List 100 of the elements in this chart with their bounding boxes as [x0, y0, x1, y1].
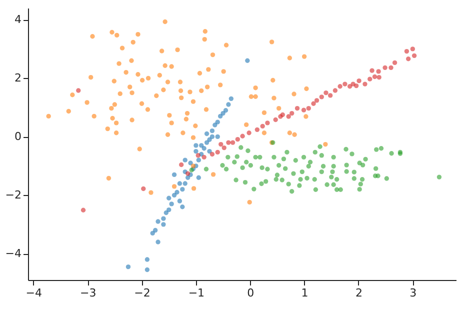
point: [210, 128, 215, 134]
point: [212, 122, 218, 128]
point: [172, 192, 177, 198]
point: [215, 150, 220, 155]
point: [290, 110, 294, 116]
point: [166, 196, 172, 200]
point: [218, 142, 224, 147]
point: [174, 190, 180, 195]
y-tick-label: −2: [5, 188, 22, 202]
point: [180, 204, 185, 210]
point: [260, 124, 265, 128]
point: [350, 82, 356, 86]
point: [376, 74, 382, 80]
point: [347, 84, 352, 89]
point: [382, 65, 388, 70]
point: [161, 222, 166, 227]
point: [194, 148, 198, 154]
point: [144, 257, 150, 262]
point: [301, 108, 306, 112]
y-tick-label: 0: [14, 130, 22, 144]
point: [76, 88, 81, 93]
point: [164, 210, 168, 216]
point: [328, 93, 333, 98]
point: [180, 186, 185, 192]
point: [80, 208, 86, 212]
point: [306, 106, 311, 111]
point: [226, 102, 231, 107]
point: [412, 53, 417, 58]
point: [141, 186, 146, 192]
point: [188, 160, 193, 166]
point: [392, 60, 398, 66]
point: [370, 68, 374, 73]
point: [372, 74, 378, 80]
point: [246, 130, 252, 136]
x-tick-label: 2: [355, 286, 362, 300]
point: [342, 82, 348, 86]
point: [273, 117, 278, 122]
point: [245, 58, 250, 63]
point: [254, 127, 260, 132]
point: [210, 134, 215, 140]
point: [172, 172, 177, 178]
point: [240, 134, 245, 138]
point: [215, 120, 220, 124]
point: [207, 148, 212, 154]
point: [196, 153, 200, 158]
point: [324, 90, 328, 96]
point: [218, 114, 223, 119]
x-tick-label: 0: [247, 286, 254, 300]
point: [199, 143, 204, 148]
point: [207, 137, 212, 142]
x-tick-label: 1: [301, 286, 308, 300]
x-tick-label: −2: [134, 286, 150, 300]
point: [161, 216, 166, 221]
point: [194, 143, 198, 148]
point: [215, 134, 220, 140]
point: [182, 158, 188, 162]
point: [286, 114, 291, 119]
point: [156, 219, 160, 224]
point: [185, 171, 190, 176]
point: [319, 94, 324, 100]
point: [362, 82, 368, 86]
point: [356, 78, 362, 84]
point: [404, 48, 410, 54]
point: [228, 96, 234, 102]
point: [388, 65, 394, 70]
point: [222, 145, 226, 150]
point: [126, 264, 131, 270]
point: [210, 152, 215, 157]
y-tick-label: 2: [14, 72, 22, 85]
point: [204, 131, 210, 136]
point: [178, 162, 184, 168]
point: [265, 120, 270, 126]
point: [230, 140, 236, 145]
point: [204, 140, 210, 145]
point: [150, 230, 155, 236]
y-tick-label: −4: [5, 247, 22, 260]
point: [294, 106, 300, 111]
point: [144, 267, 150, 272]
point: [182, 181, 188, 186]
point: [332, 88, 338, 93]
point: [202, 146, 206, 151]
x-tick-label: −4: [26, 286, 42, 300]
x-tick-label: 3: [410, 286, 417, 300]
point: [177, 181, 182, 186]
point: [311, 101, 316, 106]
point: [226, 140, 231, 145]
point: [177, 198, 182, 204]
point: [406, 56, 411, 62]
point: [338, 84, 342, 89]
point: [220, 110, 226, 116]
point: [223, 108, 228, 113]
x-tick-label: −3: [80, 286, 96, 300]
point: [166, 207, 172, 212]
point: [314, 98, 320, 103]
point: [152, 228, 158, 233]
point: [169, 202, 174, 206]
x-tick-label: −1: [188, 286, 205, 300]
point: [235, 136, 240, 142]
point: [376, 69, 381, 74]
point: [410, 46, 416, 52]
